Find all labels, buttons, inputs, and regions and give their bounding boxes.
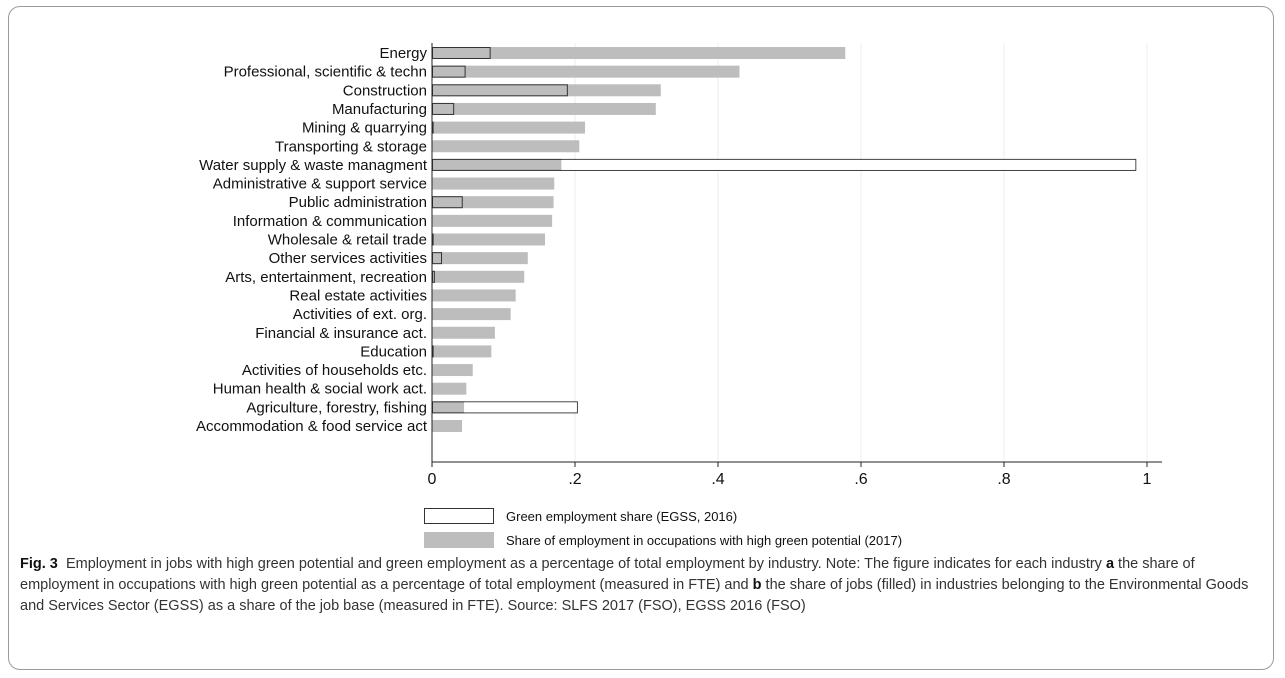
- x-tick-label: .2: [568, 471, 581, 488]
- caption-text-1: Employment in jobs with high green poten…: [65, 556, 1106, 572]
- category-label: Education: [360, 343, 427, 360]
- bar-high-green-potential: [432, 420, 463, 432]
- category-label: Information & communication: [233, 213, 427, 230]
- bar-high-green-potential: [432, 326, 495, 339]
- category-label: Agriculture, forestry, fishing: [246, 399, 427, 416]
- bar-high-green-potential: [432, 308, 511, 321]
- category-label: Activities of ext. org.: [293, 306, 427, 323]
- category-label: Public administration: [289, 194, 427, 211]
- bar-green-employment: [432, 233, 434, 246]
- category-label: Real estate activities: [289, 287, 427, 304]
- bar-high-green-potential: [432, 47, 846, 59]
- bar-green-employment-fill: [464, 402, 577, 413]
- category-label: Water supply & waste managment: [199, 157, 428, 174]
- category-label: Administrative & support service: [213, 176, 427, 193]
- bar-high-green-potential: [432, 158, 562, 171]
- bar-high-green-potential: [432, 289, 516, 302]
- x-tick-label: .4: [711, 471, 724, 488]
- caption-text-3: the share of jobs (filled) in industries…: [20, 577, 1249, 614]
- bar-high-green-potential: [432, 270, 525, 283]
- figure-caption: Fig. 3 Employment in jobs with high gree…: [20, 554, 1270, 617]
- bar-high-green-potential: [432, 121, 586, 134]
- category-label: Other services activities: [269, 250, 427, 267]
- bar-green-employment-fill: [561, 159, 1136, 170]
- x-tick-label: .8: [997, 471, 1010, 488]
- category-label: Wholesale & retail trade: [268, 232, 427, 249]
- category-label: Accommodation & food service act: [196, 418, 428, 435]
- bar-high-green-potential: [432, 140, 580, 153]
- category-label: Mining & quarrying: [302, 120, 427, 137]
- figure-frame: [8, 6, 1274, 670]
- x-tick-label: 1: [1143, 471, 1152, 488]
- legend-swatch-green-employment: [424, 508, 494, 524]
- bar-green-employment: [432, 345, 434, 358]
- caption-marker-a: a: [1105, 556, 1115, 572]
- caption-marker-b: b: [752, 577, 762, 593]
- caption-text-2: the share of employment in occupations w…: [20, 556, 1195, 593]
- bar-high-green-potential: [432, 382, 467, 395]
- legend-swatch-high-green-potential: [424, 532, 494, 548]
- category-label: Financial & insurance act.: [255, 325, 427, 342]
- category-label: Arts, entertainment, recreation: [225, 269, 427, 286]
- category-label: Human health & social work act.: [213, 381, 427, 398]
- category-label: Professional, scientific & techn: [224, 64, 427, 81]
- category-label: Manufacturing: [332, 101, 427, 118]
- legend-label-green-employment: Green employment share (EGSS, 2016): [506, 509, 737, 524]
- bar-high-green-potential: [432, 401, 465, 414]
- category-label: Transporting & storage: [275, 138, 427, 155]
- bar-high-green-potential: [432, 364, 473, 377]
- category-label: Construction: [343, 82, 427, 99]
- bar-high-green-potential: [432, 233, 545, 246]
- bar-high-green-potential: [432, 214, 553, 227]
- bar-high-green-potential: [432, 65, 740, 78]
- category-label: Energy: [379, 45, 427, 62]
- caption-fig-label: Fig. 3: [20, 556, 58, 572]
- bar-high-green-potential: [432, 345, 492, 358]
- bar-high-green-potential: [432, 177, 555, 190]
- category-label: Activities of households etc.: [242, 362, 427, 379]
- bar-high-green-potential: [432, 84, 661, 97]
- bar-high-green-potential: [432, 196, 554, 209]
- legend-label-high-green-potential: Share of employment in occupations with …: [506, 533, 902, 548]
- x-tick-label: 0: [428, 471, 437, 488]
- bar-high-green-potential: [432, 102, 656, 115]
- bar-green-employment: [432, 121, 434, 134]
- bar-high-green-potential: [432, 252, 528, 265]
- x-tick-label: .6: [854, 471, 867, 488]
